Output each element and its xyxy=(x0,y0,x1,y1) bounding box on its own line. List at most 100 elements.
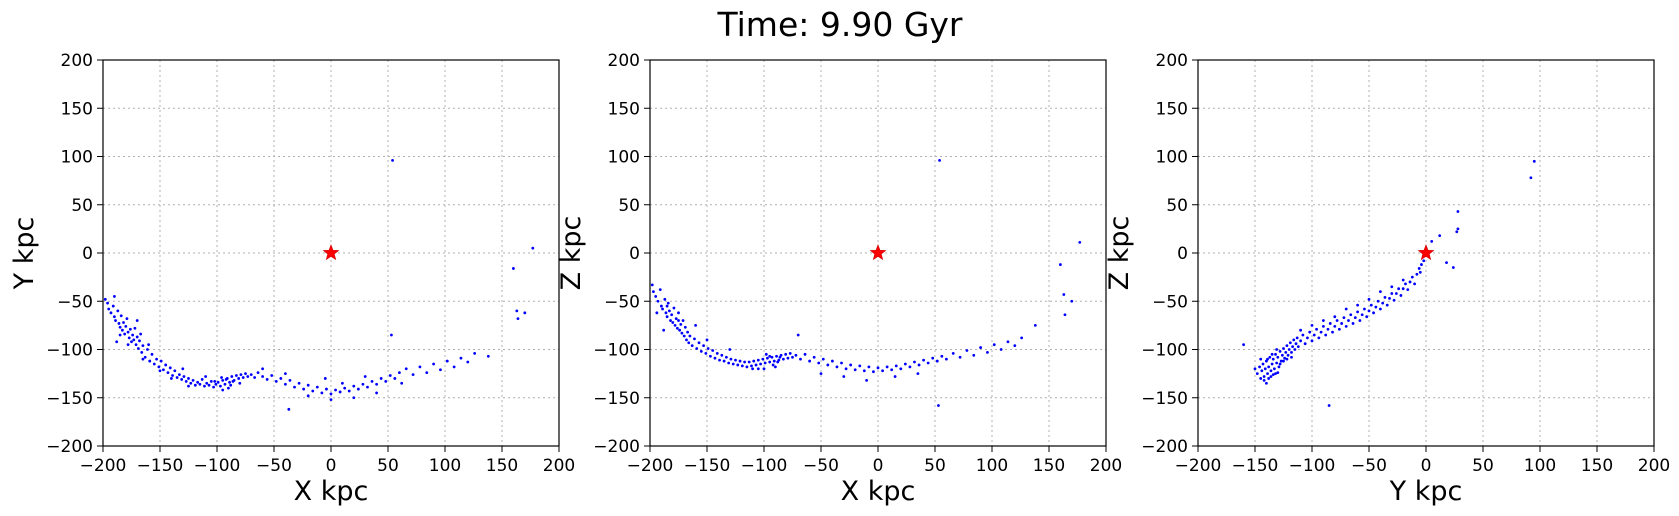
panel1-data-point xyxy=(297,381,301,385)
panel2-data-point xyxy=(766,356,769,360)
panel1-data-point xyxy=(220,376,223,379)
panel2-y-tick-label: −100 xyxy=(593,341,640,361)
panel3-data-point xyxy=(1344,324,1348,328)
panel2-x-tick-label: −100 xyxy=(741,456,788,476)
panel1-data-point xyxy=(261,375,264,378)
panel2-data-point xyxy=(711,349,715,352)
panel1-data-point xyxy=(486,354,490,358)
panel1-data-point xyxy=(191,378,195,382)
panel2-data-point xyxy=(678,328,682,332)
panel2-y-axis-label: Z kpc xyxy=(556,216,587,291)
panel2-data-point xyxy=(913,360,916,364)
panel3-data-point xyxy=(1356,310,1359,314)
panel3-x-tick-label: 50 xyxy=(1472,456,1494,476)
panel2-data-point xyxy=(731,362,735,366)
panel3-data-point xyxy=(1276,371,1280,375)
panel3-data-point xyxy=(1261,362,1265,366)
panel3-data-point xyxy=(1417,267,1421,270)
panel1-data-point xyxy=(200,378,204,381)
panel3-data-point xyxy=(1418,270,1422,274)
panel2-data-point xyxy=(799,357,802,361)
panel3-data-point xyxy=(1312,333,1316,337)
panel2-data-point xyxy=(794,353,798,357)
panel1-data-point xyxy=(352,396,356,400)
panel1-data-point xyxy=(515,309,519,313)
xz-panel: −200 −150 −100 −50 0 50 100 150 200−200−150−100−… xyxy=(556,51,1122,507)
panel1-data-point xyxy=(425,371,429,375)
panel3-data-point xyxy=(1270,362,1274,366)
panel2-host-star-marker xyxy=(869,244,887,261)
panel2-y-tick-label: 50 xyxy=(618,196,640,216)
panel1-y-tick-label: 200 xyxy=(61,51,93,71)
panel1-data-point xyxy=(115,340,119,344)
panel1-data-point xyxy=(136,347,140,350)
panel2-data-point xyxy=(720,353,724,357)
panel2-data-point xyxy=(702,344,705,348)
panel2-data-point xyxy=(808,359,811,363)
panel3-data-point xyxy=(1278,350,1282,353)
panel2-y-tick-label: 200 xyxy=(608,51,640,71)
panel2-data-point xyxy=(683,325,687,329)
panel3-data-point xyxy=(1267,365,1271,369)
panel2-data-point xyxy=(776,360,780,364)
panel1-data-point xyxy=(113,315,116,319)
panel3-data-point xyxy=(1342,316,1346,320)
panel2-data-point xyxy=(872,370,875,374)
panel2-data-point xyxy=(727,361,731,365)
panel1-data-point xyxy=(375,382,378,386)
panel1-data-point xyxy=(459,356,463,360)
panel3-data-point xyxy=(1388,296,1391,300)
panel3-data-point xyxy=(1274,352,1277,356)
panel3-data-point xyxy=(1406,288,1410,292)
panel1-data-point xyxy=(352,384,356,388)
panel2-data-point xyxy=(926,361,930,365)
panel1-data-point xyxy=(175,376,179,379)
panel3-particle-series xyxy=(1242,159,1536,407)
panel1-data-point xyxy=(114,319,117,322)
panel3-data-point xyxy=(1392,298,1396,302)
panel2-data-point xyxy=(713,356,717,360)
panel2-data-point xyxy=(1006,340,1010,344)
panel2-data-point xyxy=(688,334,692,338)
panel2-data-point xyxy=(931,356,935,360)
panel2-data-point xyxy=(992,343,996,347)
panel2-data-point xyxy=(705,338,709,342)
panel2-data-point xyxy=(858,364,862,368)
panel3-data-point xyxy=(1322,319,1325,322)
panel2-data-point xyxy=(682,334,686,338)
panel3-data-point xyxy=(1294,342,1298,346)
panel2-data-point xyxy=(781,357,785,361)
panel2-x-tick-label: −150 xyxy=(684,456,731,476)
panel3-data-point xyxy=(1331,330,1334,334)
panel2-data-point xyxy=(835,365,839,369)
panel3-data-point xyxy=(1372,311,1375,315)
panel3-y-tick-label: −200 xyxy=(1141,437,1188,457)
panel3-data-point xyxy=(1275,361,1279,365)
panel2-x-tick-label: 100 xyxy=(976,456,1008,476)
panel2-y-tick-label: −150 xyxy=(593,389,640,409)
panel1-y-axis-label: Y kpc xyxy=(9,217,40,291)
panel2-data-point xyxy=(667,309,671,313)
panel2-data-point xyxy=(685,338,688,342)
panel1-data-point xyxy=(238,381,242,385)
panel2-data-point xyxy=(663,297,667,301)
panel3-data-point xyxy=(1278,362,1282,366)
panel1-data-point xyxy=(384,379,388,383)
panel1-data-point xyxy=(180,378,184,381)
panel1-data-point xyxy=(173,369,177,373)
panel1-data-point xyxy=(187,377,190,380)
panel3-data-point xyxy=(1282,359,1285,363)
panel2-data-point xyxy=(695,347,699,350)
panel3-data-point xyxy=(1301,333,1305,337)
panel1-data-point xyxy=(221,378,225,382)
panel2-data-point xyxy=(885,365,889,369)
panel2-data-point xyxy=(842,375,846,378)
panel1-data-point xyxy=(152,362,156,366)
panel1-data-point xyxy=(107,307,111,311)
panel2-data-point xyxy=(849,363,853,367)
panel1-data-point xyxy=(244,372,247,376)
panel3-data-point xyxy=(1293,348,1297,351)
panel1-data-point xyxy=(473,351,477,355)
panel1-data-point xyxy=(246,375,250,378)
panel1-data-point xyxy=(323,377,327,380)
